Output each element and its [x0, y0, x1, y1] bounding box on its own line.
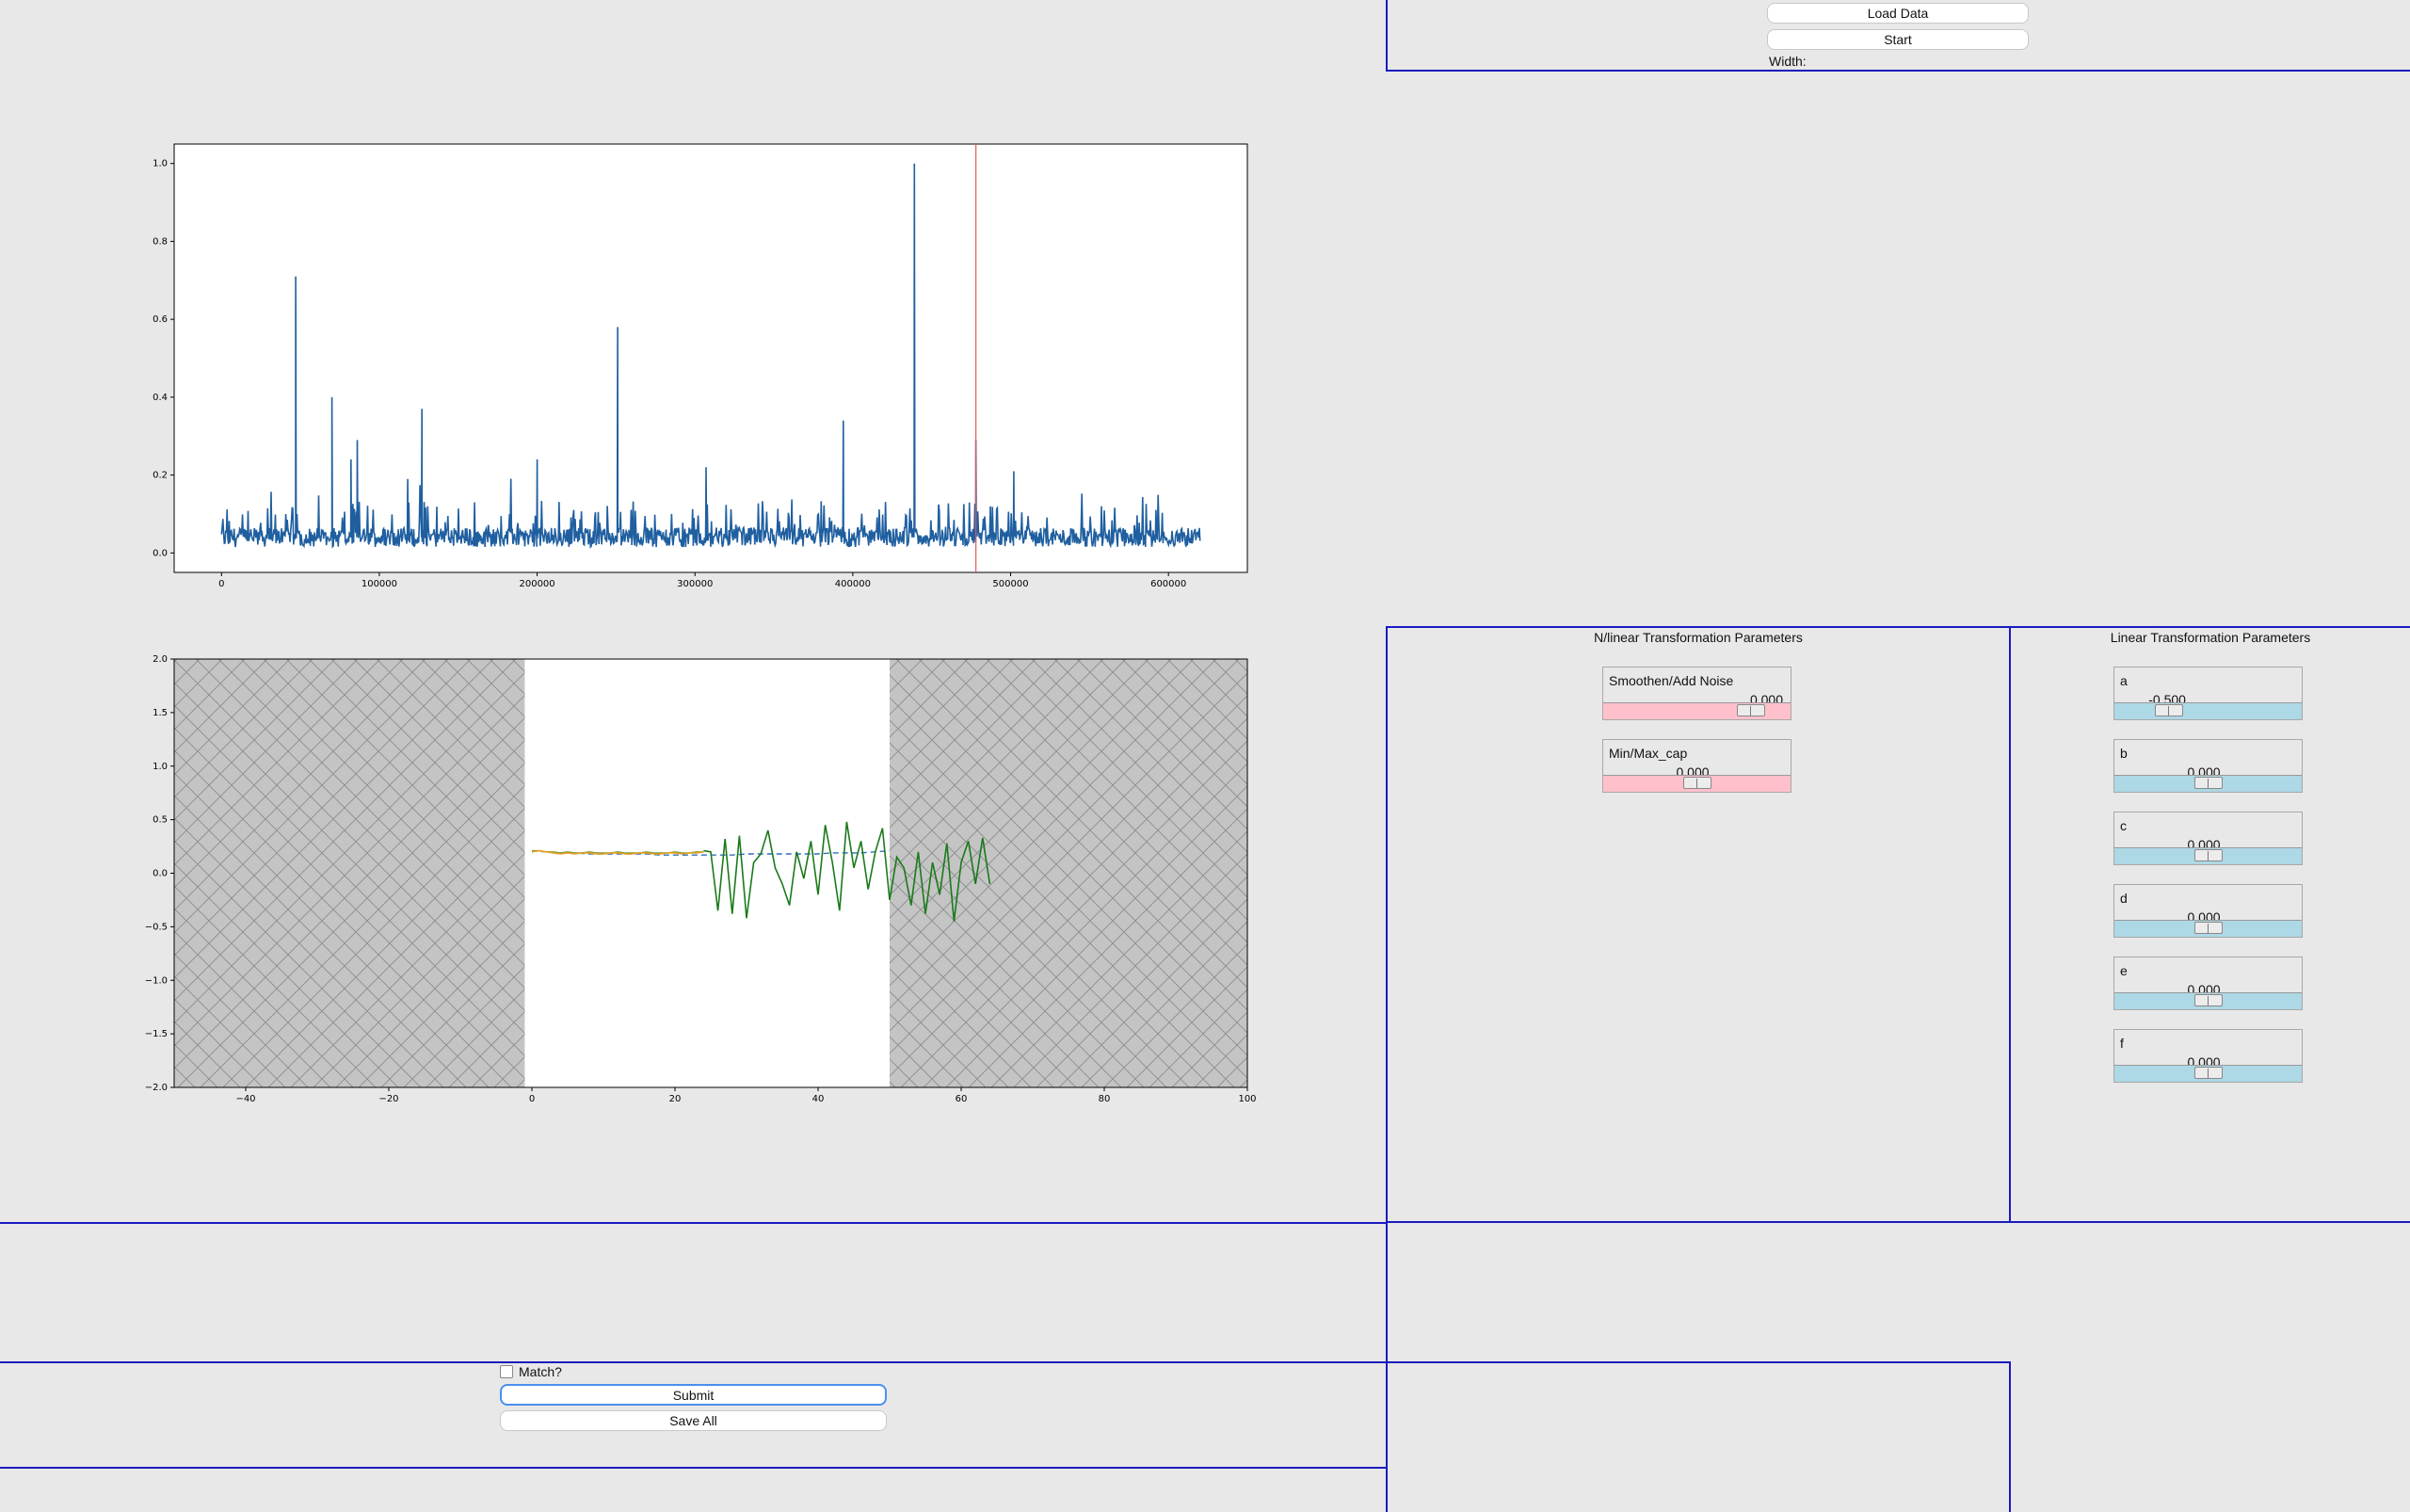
y-tick-label: 0.0	[153, 548, 168, 558]
slider-name: e	[2120, 963, 2128, 978]
y-tick-label: −0.5	[145, 922, 168, 932]
match-label: Match?	[519, 1364, 562, 1379]
x-tick-label: −40	[235, 1094, 255, 1102]
right-empty-region	[1388, 1222, 2410, 1223]
slider-trough[interactable]	[2114, 702, 2302, 719]
x-tick-label: 400000	[835, 579, 871, 589]
match-checkbox-row[interactable]: Match?	[500, 1362, 886, 1381]
y-tick-label: 1.5	[153, 708, 168, 718]
slider-handle[interactable]	[1682, 777, 1711, 789]
slider-handle[interactable]	[1737, 704, 1766, 716]
y-tick-label: 0.8	[153, 236, 168, 247]
nonlinear-panel-title: N/linear Transformation Parameters	[1594, 630, 1803, 645]
slider-name: b	[2120, 746, 2128, 761]
slider-handle[interactable]	[2155, 704, 2184, 716]
slider-trough[interactable]	[2114, 920, 2302, 937]
window-series-orange	[531, 849, 704, 855]
slider-handle[interactable]	[2193, 849, 2223, 861]
window-chart: −40 −20 0 20 40 60 80 100 −2.0 −1.5 −1.0 −0.5 0.0 0.5…	[145, 654, 1257, 1102]
window-series-olive	[532, 849, 704, 854]
y-tick-label: 0.0	[153, 869, 168, 879]
lower-left-frame	[0, 1222, 1388, 1363]
slider-handle[interactable]	[2193, 777, 2223, 789]
submit-button[interactable]: Submit	[500, 1384, 887, 1406]
x-tick-label: −20	[378, 1094, 398, 1102]
slider-handle[interactable]	[2193, 1067, 2223, 1079]
slider-name: Smoothen/Add Noise	[1609, 673, 1734, 688]
full-series-chart: 0 100000 200000 300000 400000 500000 600000 0.0…	[153, 143, 1248, 589]
slider-trough[interactable]	[2114, 847, 2302, 864]
slider-trough[interactable]	[1603, 702, 1791, 719]
slider-handle[interactable]	[2193, 922, 2223, 934]
start-button[interactable]: Start	[1767, 29, 2029, 50]
x-tick-label: 200000	[519, 579, 554, 589]
linear-slider-3[interactable]: d 0.000	[2113, 884, 2303, 938]
y-tick-label: 0.6	[153, 314, 168, 325]
y-tick-label: −2.0	[145, 1083, 168, 1093]
slider-trough[interactable]	[2114, 1065, 2302, 1082]
linear-slider-4[interactable]: e 0.000	[2113, 957, 2303, 1010]
linear-slider-2[interactable]: c 0.000	[2113, 812, 2303, 865]
y-tick-label: 0.4	[153, 393, 168, 403]
x-tick-label: 100	[1238, 1094, 1256, 1102]
y-tick-label: 0.5	[153, 815, 168, 826]
width-label: Width:	[1769, 54, 1807, 69]
load-data-button[interactable]: Load Data	[1767, 3, 2029, 24]
nonlinear-slider-0[interactable]: Smoothen/Add Noise 0.000	[1602, 667, 1791, 720]
slider-name: Min/Max_cap	[1609, 746, 1688, 761]
y-tick-label: 1.0	[153, 159, 168, 169]
x-tick-label: 60	[956, 1094, 968, 1102]
y-tick-label: 1.0	[153, 762, 168, 772]
linear-panel-title: Linear Transformation Parameters	[2110, 630, 2311, 645]
x-tick-label: 80	[1099, 1094, 1111, 1102]
nonlinear-b-slider-0[interactable]: Min/Max_cap 0.000	[1602, 739, 1791, 793]
time-series-line	[220, 163, 1201, 549]
x-tick-label: 500000	[992, 579, 1028, 589]
slider-name: f	[2120, 1036, 2124, 1051]
x-tick-label: 600000	[1150, 579, 1186, 589]
masked-region-left	[174, 659, 525, 1087]
y-tick-label: 2.0	[153, 654, 168, 665]
linear-slider-5[interactable]: f 0.000	[2113, 1029, 2303, 1083]
bottom-right-frame	[1386, 1361, 2011, 1512]
slider-name: c	[2120, 818, 2127, 833]
x-tick-label: 0	[529, 1094, 535, 1102]
linear-slider-1[interactable]: b 0.000	[2113, 739, 2303, 793]
x-tick-label: 20	[669, 1094, 682, 1102]
slider-name: d	[2120, 891, 2128, 906]
window-series-green	[703, 821, 991, 922]
slider-trough[interactable]	[2114, 992, 2302, 1009]
save-all-button[interactable]: Save All	[500, 1410, 887, 1431]
x-tick-label: 40	[812, 1094, 825, 1102]
slider-name: a	[2120, 673, 2128, 688]
match-checkbox[interactable]	[500, 1365, 513, 1378]
y-tick-label: −1.0	[145, 975, 168, 986]
x-tick-label: 100000	[362, 579, 397, 589]
plot-area	[173, 143, 1248, 573]
x-tick-label: 300000	[677, 579, 713, 589]
y-tick-label: −1.5	[145, 1029, 168, 1039]
linear-slider-0[interactable]: a -0.500	[2113, 667, 2303, 720]
x-tick-label: 0	[218, 579, 224, 589]
y-tick-label: 0.2	[153, 471, 168, 481]
slider-trough[interactable]	[1603, 775, 1791, 792]
top-controls-frame	[1386, 0, 2410, 72]
slider-trough[interactable]	[2114, 775, 2302, 792]
slider-handle[interactable]	[2193, 994, 2223, 1006]
